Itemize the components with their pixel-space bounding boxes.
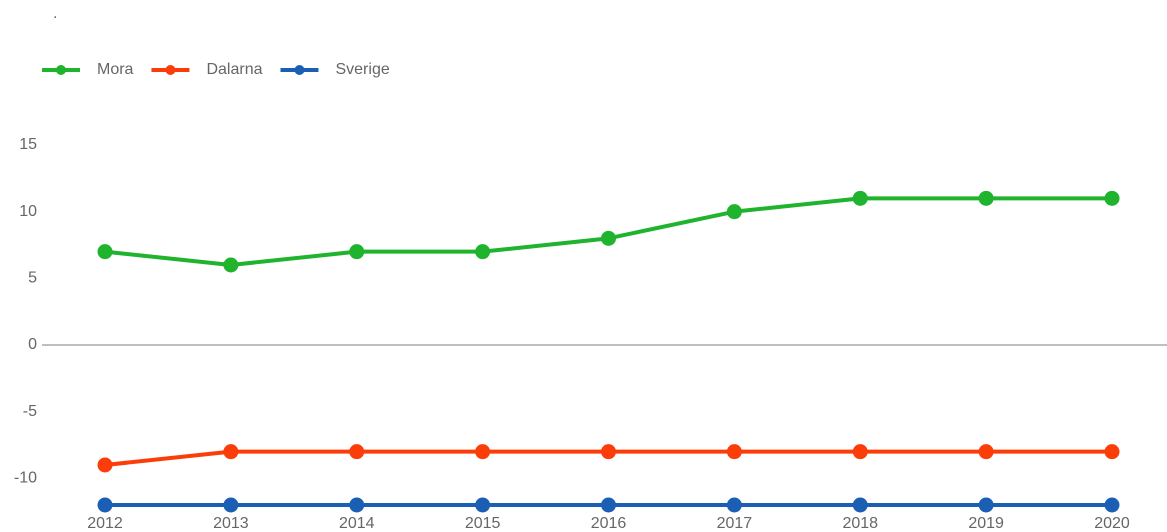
data-point: [223, 497, 239, 513]
data-point: [97, 497, 113, 513]
data-point: [349, 444, 365, 460]
legend-label: Sverige: [335, 61, 389, 78]
legend-marker: [165, 65, 176, 75]
data-point: [1104, 497, 1120, 513]
legend-label: Mora: [97, 61, 134, 78]
data-point: [978, 444, 994, 460]
x-tick-label: 2019: [968, 515, 1004, 532]
data-point: [349, 244, 365, 260]
x-tick-label: 2012: [87, 515, 123, 532]
data-point: [223, 444, 239, 460]
x-tick-label: 2016: [591, 515, 627, 532]
data-point: [223, 257, 239, 273]
data-point: [601, 497, 616, 513]
y-tick-label: 0: [28, 336, 37, 353]
legend-marker: [56, 65, 66, 75]
x-tick-label: 2015: [465, 515, 501, 532]
data-point: [1104, 444, 1120, 460]
data-point: [726, 497, 742, 513]
data-point: [601, 230, 616, 246]
data-point: [475, 497, 491, 513]
y-tick-label: -10: [14, 470, 37, 487]
y-tick-label: 5: [28, 270, 37, 287]
chart-title: .: [53, 5, 57, 22]
x-tick-label: 2018: [842, 515, 878, 532]
data-point: [852, 497, 868, 513]
data-point: [726, 444, 742, 460]
legend-label: Dalarna: [206, 61, 262, 78]
data-point: [726, 204, 742, 220]
data-point: [475, 444, 491, 460]
data-point: [349, 497, 365, 513]
data-point: [852, 190, 868, 206]
data-point: [852, 444, 868, 460]
y-tick-label: 10: [19, 203, 37, 220]
data-point: [601, 444, 616, 460]
data-point: [1104, 190, 1120, 206]
legend-marker: [294, 65, 305, 75]
data-point: [978, 190, 994, 206]
y-tick-label: 15: [19, 136, 37, 153]
data-point: [475, 244, 491, 260]
x-tick-label: 2020: [1094, 515, 1130, 532]
x-tick-label: 2017: [717, 515, 753, 532]
x-tick-label: 2013: [213, 515, 249, 532]
data-point: [97, 457, 113, 473]
data-point: [97, 244, 113, 260]
x-tick-label: 2014: [339, 515, 375, 532]
data-point: [978, 497, 994, 513]
y-tick-label: -5: [23, 403, 37, 420]
